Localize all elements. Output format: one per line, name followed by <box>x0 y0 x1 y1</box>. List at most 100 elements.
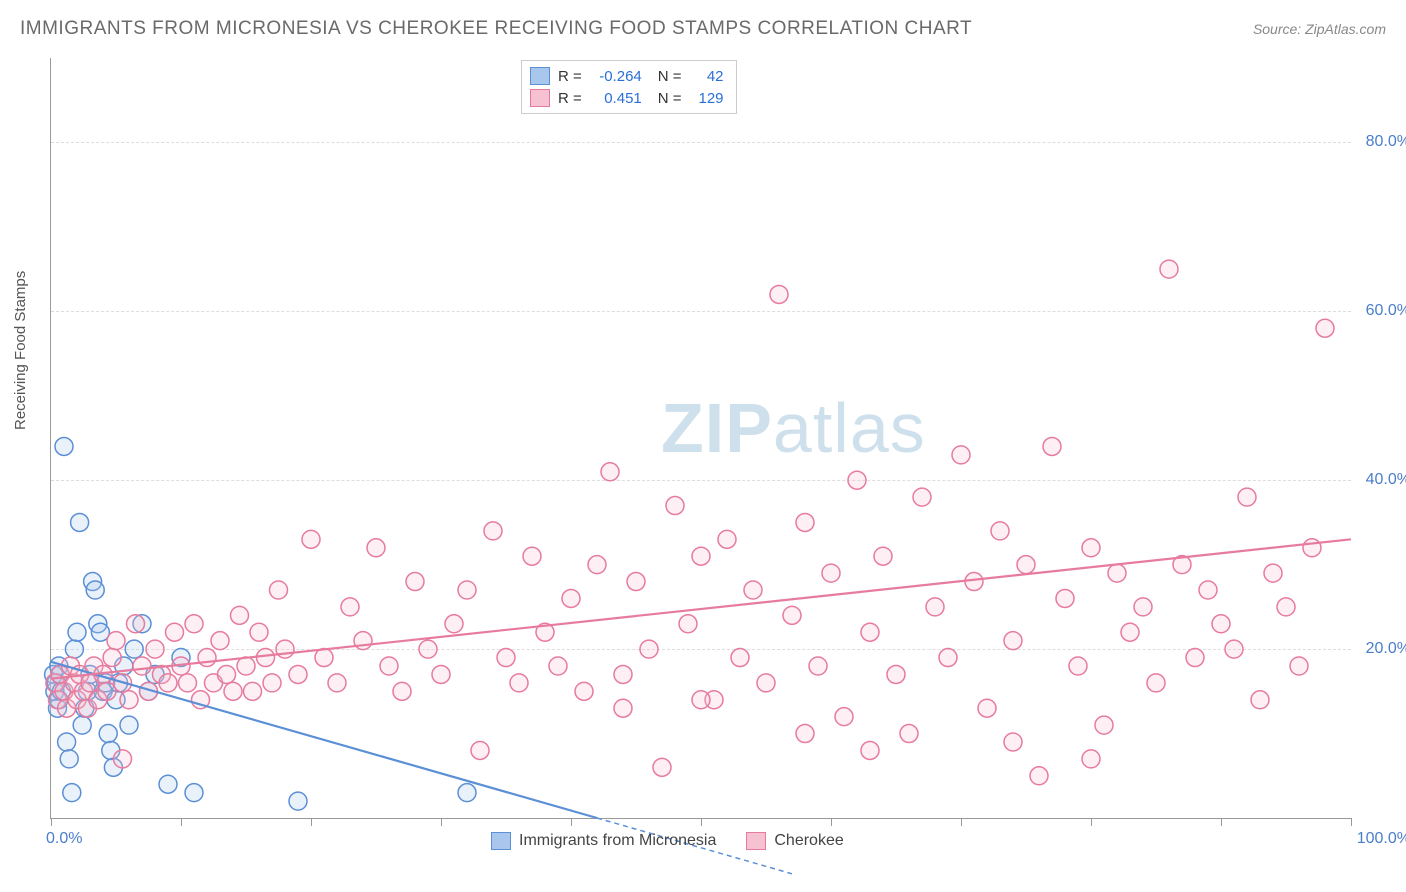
data-point <box>73 716 91 734</box>
legend-swatch <box>530 67 550 85</box>
data-point <box>926 598 944 616</box>
data-point <box>166 623 184 641</box>
data-point <box>692 547 710 565</box>
data-point <box>367 539 385 557</box>
data-point <box>484 522 502 540</box>
data-point <box>127 615 145 633</box>
data-point <box>263 674 281 692</box>
data-point <box>406 573 424 591</box>
data-point <box>315 649 333 667</box>
data-point <box>211 632 229 650</box>
data-point <box>796 513 814 531</box>
data-point <box>653 758 671 776</box>
y-axis-label: Receiving Food Stamps <box>12 271 29 430</box>
x-tick <box>181 818 182 826</box>
data-point <box>1082 750 1100 768</box>
x-tick <box>311 818 312 826</box>
data-point <box>60 750 78 768</box>
data-point <box>757 674 775 692</box>
data-point <box>289 665 307 683</box>
data-point <box>380 657 398 675</box>
data-point <box>510 674 528 692</box>
legend-r-value: -0.264 <box>590 68 642 85</box>
data-point <box>1108 564 1126 582</box>
data-point <box>809 657 827 675</box>
data-point <box>237 657 255 675</box>
data-point <box>523 547 541 565</box>
data-point <box>68 623 86 641</box>
data-point <box>861 741 879 759</box>
data-point <box>218 665 236 683</box>
data-point <box>796 725 814 743</box>
legend-n-value: 129 <box>690 90 724 107</box>
data-point <box>86 581 104 599</box>
data-point <box>270 581 288 599</box>
data-point <box>55 437 73 455</box>
data-point <box>1303 539 1321 557</box>
x-tick <box>1091 818 1092 826</box>
x-tick <box>571 818 572 826</box>
data-point <box>887 665 905 683</box>
data-point <box>783 606 801 624</box>
data-point <box>1004 632 1022 650</box>
data-point <box>1277 598 1295 616</box>
data-point <box>1212 615 1230 633</box>
y-tick-label: 20.0% <box>1366 640 1406 658</box>
data-point <box>289 792 307 810</box>
data-point <box>822 564 840 582</box>
x-tick <box>1351 818 1352 826</box>
series-legend-label: Immigrants from Micronesia <box>519 832 716 850</box>
data-point <box>575 682 593 700</box>
legend-r-label: R = <box>558 90 582 107</box>
data-point <box>231 606 249 624</box>
data-point <box>692 691 710 709</box>
data-point <box>588 556 606 574</box>
correlation-legend-row: R = 0.451 N = 129 <box>530 87 724 109</box>
data-point <box>250 623 268 641</box>
source-attribution: Source: ZipAtlas.com <box>1253 21 1386 37</box>
data-point <box>328 674 346 692</box>
data-point <box>1069 657 1087 675</box>
x-tick <box>441 818 442 826</box>
x-max-label: 100.0% <box>1357 830 1406 848</box>
data-point <box>1199 581 1217 599</box>
series-legend-item: Immigrants from Micronesia <box>491 832 716 850</box>
data-point <box>1043 437 1061 455</box>
data-point <box>900 725 918 743</box>
data-point <box>1147 674 1165 692</box>
x-tick <box>961 818 962 826</box>
data-point <box>1056 589 1074 607</box>
legend-swatch <box>530 89 550 107</box>
legend-n-label: N = <box>658 90 682 107</box>
data-point <box>549 657 567 675</box>
data-point <box>185 615 203 633</box>
correlation-legend: R = -0.264 N = 42 R = 0.451 N = 129 <box>521 60 737 114</box>
data-point <box>1316 319 1334 337</box>
legend-r-value: 0.451 <box>590 90 642 107</box>
legend-swatch <box>491 832 511 850</box>
data-point <box>1134 598 1152 616</box>
data-point <box>952 446 970 464</box>
data-point <box>861 623 879 641</box>
x-tick <box>51 818 52 826</box>
source-label: Source: <box>1253 21 1301 37</box>
data-point <box>432 665 450 683</box>
x-tick <box>1221 818 1222 826</box>
legend-r-label: R = <box>558 68 582 85</box>
data-point <box>445 615 463 633</box>
data-point <box>965 573 983 591</box>
data-point <box>978 699 996 717</box>
data-point <box>913 488 931 506</box>
data-point <box>1095 716 1113 734</box>
data-point <box>1238 488 1256 506</box>
data-point <box>302 530 320 548</box>
data-point <box>120 716 138 734</box>
data-point <box>1264 564 1282 582</box>
data-point <box>120 691 138 709</box>
y-tick-label: 80.0% <box>1366 133 1406 151</box>
data-point <box>341 598 359 616</box>
data-point <box>276 640 294 658</box>
data-point <box>731 649 749 667</box>
legend-n-value: 42 <box>690 68 724 85</box>
data-point <box>1017 556 1035 574</box>
